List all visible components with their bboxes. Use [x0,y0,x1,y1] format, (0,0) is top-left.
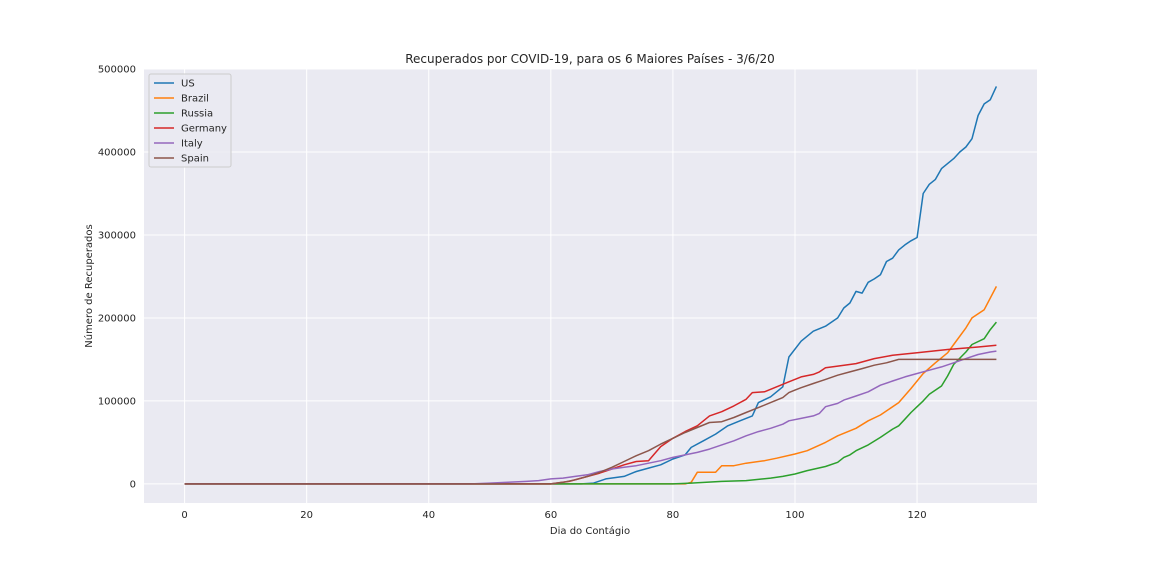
x-tick-label: 80 [667,510,680,521]
legend-label: US [181,79,195,90]
series-line-russia [184,321,997,485]
chart-title: Recuperados por COVID-19, para os 6 Maio… [405,52,775,66]
series-line-germany [184,344,997,485]
grid-lines [144,68,1037,503]
x-tick-label: 100 [785,510,804,521]
series-lines [184,86,998,485]
y-tick-label: 100000 [98,396,136,407]
series-line-brazil [184,286,998,485]
x-axis-label: Dia do Contágio [550,525,630,537]
x-axis-ticks: 0 20 40 60 80 100 120 [181,510,926,521]
series-line-italy [184,350,997,485]
x-tick-label: 20 [300,510,313,521]
legend-label: Spain [181,154,209,165]
x-tick-label: 120 [908,510,927,521]
y-tick-label: 0 [130,479,136,490]
series-line-us [184,86,998,485]
legend-label: Germany [181,124,227,135]
plot-background [144,69,1037,503]
legend-label: Italy [181,139,203,150]
y-tick-label: 500000 [98,65,136,76]
y-axis-ticks: 0 100000 200000 300000 400000 500000 [98,65,136,491]
y-tick-label: 200000 [98,313,136,324]
x-tick-label: 60 [544,510,557,521]
legend: US Brazil Russia Germany Italy Spain [148,73,232,168]
y-axis-label: Número de Recuperados [83,224,95,347]
y-tick-label: 400000 [98,147,136,158]
x-tick-label: 0 [181,510,187,521]
x-tick-label: 40 [422,510,435,521]
legend-label: Russia [181,109,213,120]
legend-label: Brazil [181,94,209,105]
y-tick-label: 300000 [98,230,136,241]
series-line-spain [184,358,997,485]
